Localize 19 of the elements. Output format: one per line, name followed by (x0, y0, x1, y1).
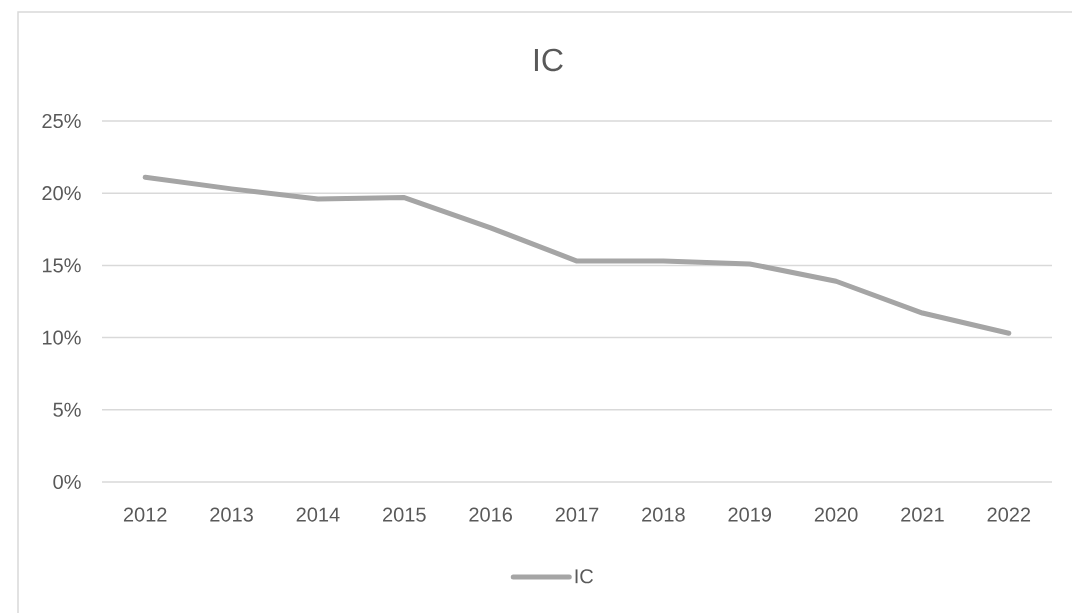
legend-label: IC (575, 569, 593, 584)
x-tick-label: 2017 (555, 507, 599, 522)
x-tick-label: 2022 (987, 507, 1031, 522)
x-tick-label: 2016 (469, 507, 512, 522)
x-tick-label: 2013 (210, 507, 253, 522)
x-tick-label: 2021 (901, 507, 944, 522)
y-tick-label: 10% (42, 330, 81, 345)
x-tick-label: 2019 (728, 507, 772, 522)
x-tick-label: 2020 (814, 507, 858, 522)
chart-title: IC (534, 48, 563, 72)
x-tick-label: 2012 (123, 507, 167, 522)
y-tick-label: 20% (42, 186, 81, 201)
x-tick-label: 2014 (296, 507, 340, 522)
x-tick-label: 2018 (642, 507, 685, 522)
y-tick-label: 5% (53, 402, 81, 417)
x-tick-label: 2015 (383, 507, 426, 522)
y-tick-label: 25% (42, 113, 81, 129)
y-tick-label: 0% (53, 474, 81, 490)
y-tick-label: 15% (42, 258, 81, 273)
